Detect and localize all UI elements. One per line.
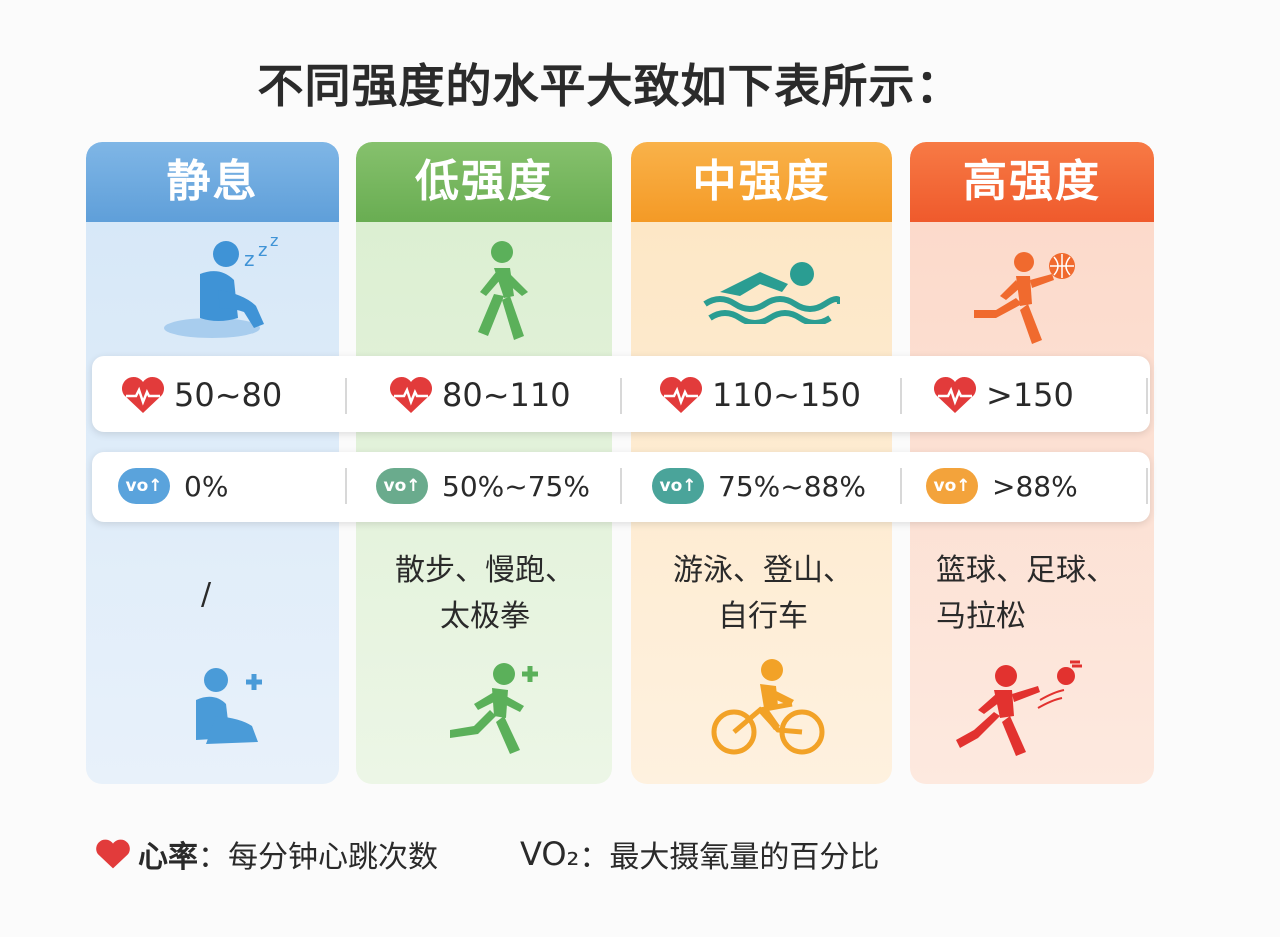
soccer-player-icon bbox=[956, 660, 1082, 756]
vo2-value: 75%~88% bbox=[718, 469, 866, 503]
legend-vo2-desc: ：最大摄氧量的百分比 bbox=[579, 840, 880, 875]
svg-text:z: z bbox=[270, 232, 278, 250]
legend-vo2-label: VO₂ bbox=[520, 835, 580, 873]
legend-vo2: VO₂ ：最大摄氧量的百分比 bbox=[520, 832, 879, 876]
activities-medium: 游泳、登山、 自行车 bbox=[648, 548, 878, 640]
heart-icon bbox=[96, 839, 130, 869]
heart-rate-high: >150 bbox=[932, 372, 1074, 418]
heart-icon bbox=[659, 376, 703, 413]
sleeping-person-icon: z z z bbox=[164, 232, 278, 338]
vo2-badge-icon: vo↑ bbox=[652, 468, 704, 504]
divider bbox=[1146, 468, 1148, 504]
legend-heart-label: 心率 bbox=[138, 840, 198, 875]
svg-text:z: z bbox=[244, 247, 255, 271]
heart-rate-rest: 50~80 bbox=[120, 372, 282, 418]
activity-line: / bbox=[200, 577, 212, 612]
vo2-badge-icon: vo↑ bbox=[118, 468, 170, 504]
activity-line: 马拉松 bbox=[936, 599, 1026, 634]
heart-rate-value: 80~110 bbox=[442, 376, 571, 414]
vo2-rest: vo↑ 0% bbox=[118, 464, 228, 508]
vo2-value: 50%~75% bbox=[442, 469, 590, 503]
vo2-badge-icon: vo↑ bbox=[926, 468, 978, 504]
activity-line: 太极拳 bbox=[440, 599, 530, 634]
divider bbox=[900, 378, 902, 414]
vo2-value: 0% bbox=[184, 469, 229, 503]
heart-rate-value: >150 bbox=[986, 376, 1074, 414]
column-header-medium: 中强度 bbox=[631, 142, 892, 222]
activities-low: 散步、慢跑、 太极拳 bbox=[370, 548, 600, 640]
divider bbox=[1146, 378, 1148, 414]
running-person-icon bbox=[450, 663, 538, 754]
column-header-low: 低强度 bbox=[356, 142, 612, 222]
heart-rate-value: 110~150 bbox=[712, 376, 861, 414]
divider bbox=[620, 468, 622, 504]
heart-icon bbox=[121, 376, 165, 413]
heart-rate-medium: 110~150 bbox=[658, 372, 861, 418]
vo2-high: vo↑ >88% bbox=[926, 464, 1078, 508]
activity-line: 游泳、登山、 bbox=[673, 553, 853, 588]
divider bbox=[900, 468, 902, 504]
heart-rate-low: 80~110 bbox=[388, 372, 571, 418]
activity-line: 散步、慢跑、 bbox=[395, 553, 575, 588]
swimming-person-icon bbox=[703, 262, 840, 324]
walking-person-icon bbox=[478, 241, 528, 340]
svg-text:z: z bbox=[258, 240, 267, 261]
column-header-rest: 静息 bbox=[86, 142, 339, 222]
legend-heart-rate: 心率 ：每分钟心跳次数 bbox=[94, 832, 438, 876]
activities-rest: / bbox=[86, 572, 326, 618]
divider bbox=[345, 468, 347, 504]
divider bbox=[620, 378, 622, 414]
heart-icon bbox=[389, 376, 433, 413]
resting-person-icon bbox=[196, 668, 262, 744]
column-header-high: 高强度 bbox=[910, 142, 1154, 222]
heart-icon bbox=[933, 376, 977, 413]
basketball-player-icon bbox=[974, 252, 1075, 344]
activities-high: 篮球、足球、 马拉松 bbox=[936, 548, 1136, 640]
activity-line: 自行车 bbox=[718, 599, 808, 634]
divider bbox=[345, 378, 347, 414]
activity-line: 篮球、足球、 bbox=[936, 553, 1116, 588]
vo2-value: >88% bbox=[992, 469, 1078, 503]
vo2-low: vo↑ 50%~75% bbox=[376, 464, 590, 508]
cycling-person-icon bbox=[711, 659, 825, 755]
legend-heart-desc: ：每分钟心跳次数 bbox=[198, 840, 438, 875]
vo2-badge-icon: vo↑ bbox=[376, 468, 428, 504]
heart-rate-value: 50~80 bbox=[174, 376, 283, 414]
page-title: 不同强度的水平大致如下表所示： bbox=[257, 59, 963, 113]
vo2-medium: vo↑ 75%~88% bbox=[652, 464, 866, 508]
